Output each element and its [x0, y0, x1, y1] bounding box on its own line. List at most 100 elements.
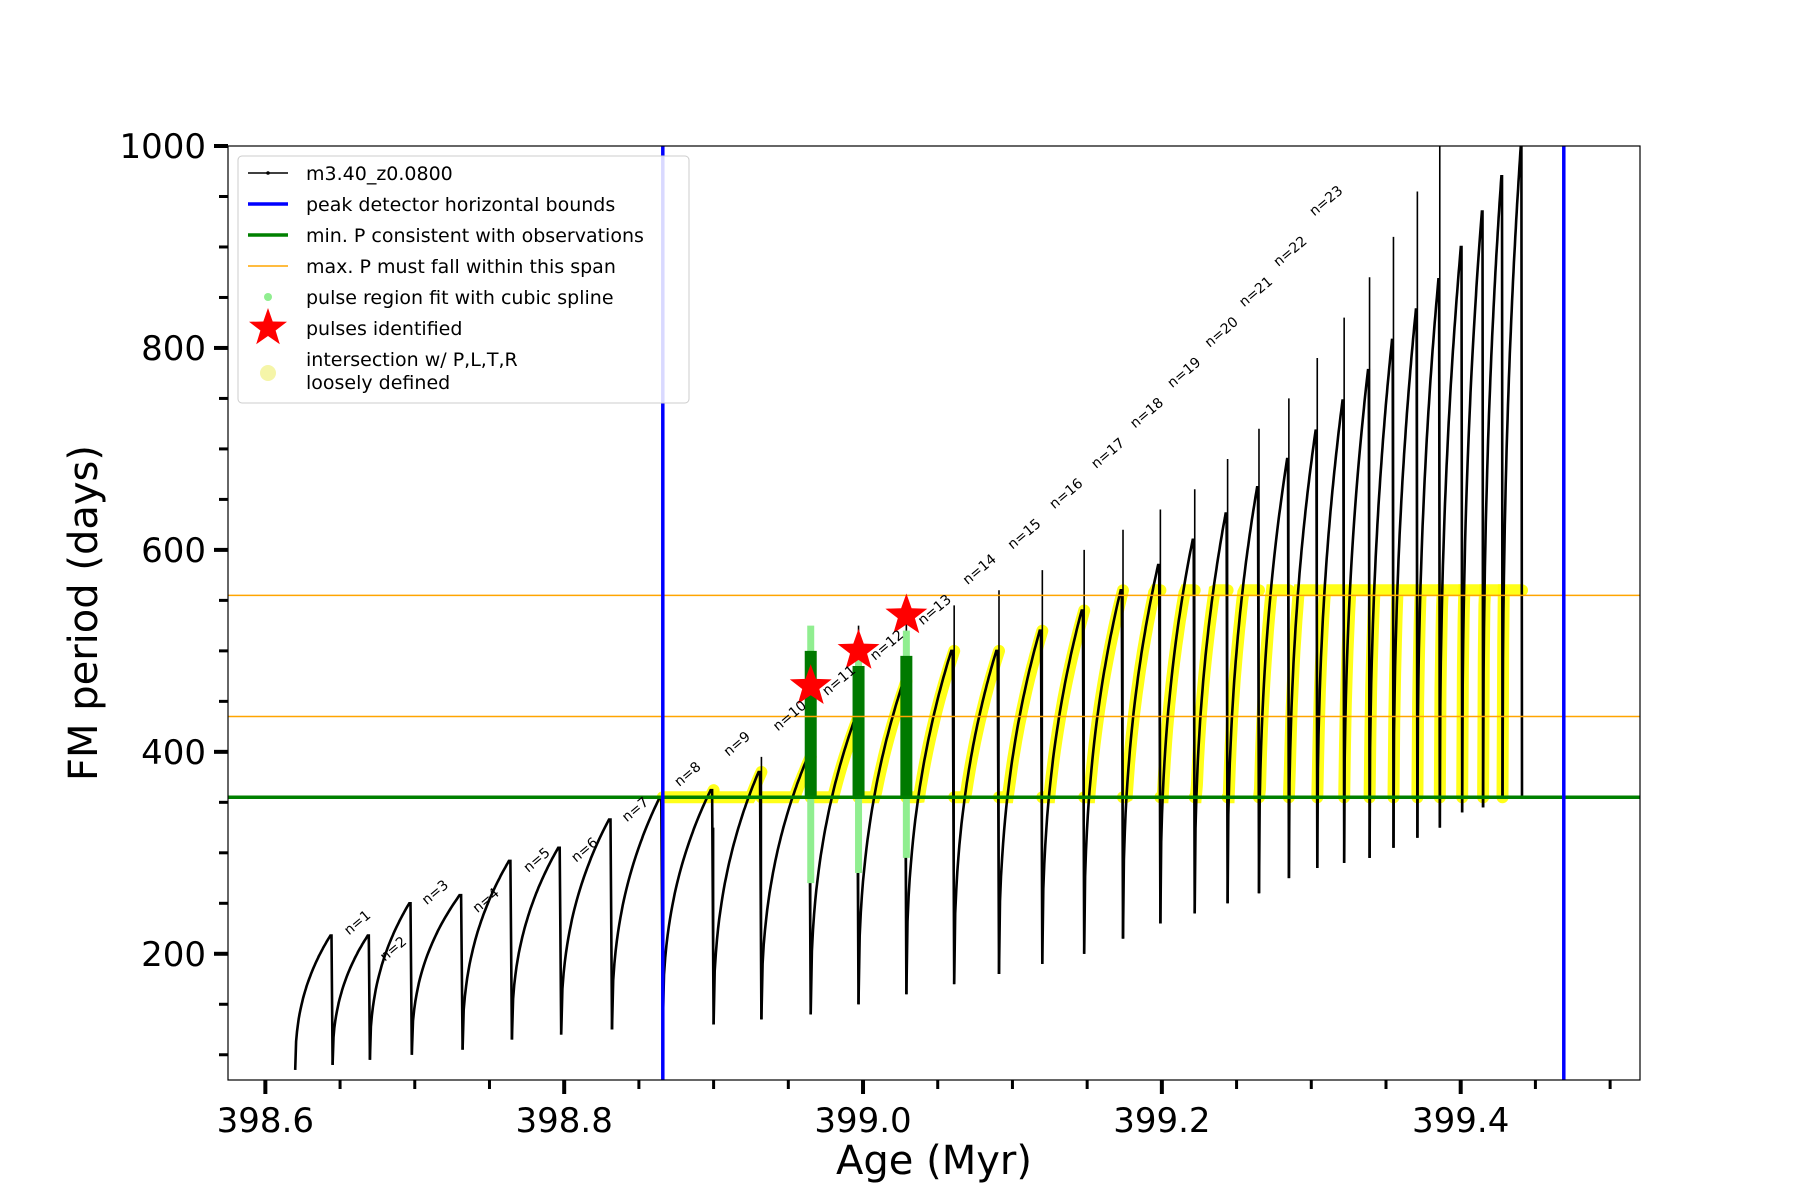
n-label: n=20	[1202, 314, 1242, 351]
track-segment	[1460, 210, 1485, 813]
legend-swatch-spline-fit	[264, 293, 272, 301]
n-label: n=19	[1165, 354, 1205, 391]
track-segment	[1501, 146, 1524, 798]
legend-swatch-pulses	[249, 308, 287, 345]
legend-entry-track: m3.40_z0.0800	[248, 163, 453, 185]
track-segment	[510, 846, 563, 1040]
n-label: n=5	[521, 845, 554, 876]
track-segment	[760, 755, 812, 1020]
x-axis: 398.6 398.8 399.0 399.2 399.4	[217, 1080, 1612, 1141]
track-segment	[997, 629, 1044, 975]
intersection-segment	[1078, 584, 1129, 804]
x-tick-label: 398.6	[217, 1101, 314, 1141]
n-label: n=9	[721, 729, 754, 760]
intersection-segment	[1496, 584, 1528, 804]
track-segment	[1392, 308, 1419, 848]
track-segment	[1287, 429, 1319, 879]
n-label: n=21	[1236, 274, 1276, 311]
track-segment	[1159, 538, 1196, 924]
track-segment	[1316, 399, 1346, 869]
legend-swatch-intersection	[260, 365, 276, 381]
legend-label-min-period: min. P consistent with observations	[306, 225, 644, 247]
n-label: n=13	[915, 592, 955, 629]
track-segment	[857, 679, 908, 1005]
track-segment	[1368, 338, 1395, 858]
legend-label-intersection-line2: loosely defined	[306, 372, 450, 394]
x-tick-label: 399.2	[1113, 1101, 1210, 1141]
track-segment	[1438, 245, 1464, 828]
track-segment	[1416, 278, 1442, 838]
n-label: n=1	[341, 907, 374, 938]
track-segment	[1257, 457, 1291, 894]
track-segment	[410, 893, 464, 1055]
y-tick-label: 600	[141, 531, 206, 571]
n-label: n=3	[419, 877, 452, 908]
track-segment	[1481, 175, 1504, 808]
n-label: n=23	[1307, 183, 1347, 220]
pulse-star	[885, 593, 928, 634]
pulse-star	[789, 664, 832, 704]
track-segment	[712, 770, 763, 1025]
intersection-segment	[1188, 584, 1234, 804]
legend-entry-max-period: max. P must fall within this span	[248, 256, 616, 278]
legend-label-spline-fit: pulse region fit with cubic spline	[306, 287, 614, 309]
legend-entry-pulses: pulses identified	[249, 308, 462, 345]
spline-fit-series	[804, 625, 913, 884]
legend-label-intersection-line1: intersection w/ P,L,T,R	[306, 349, 518, 371]
legend-label-pulses: pulses identified	[306, 318, 462, 340]
track-segment	[1193, 512, 1229, 914]
track-segment	[1226, 486, 1261, 904]
legend-entry-intersection: intersection w/ P,L,T,R loosely defined	[260, 349, 518, 394]
y-tick-label: 200	[141, 935, 206, 975]
legend-entry-min-period: min. P consistent with observations	[248, 225, 644, 247]
track-segment	[809, 715, 860, 1015]
n-label: n=7	[619, 794, 652, 825]
y-tick-label: 400	[141, 733, 206, 773]
y-axis-label: FM period (days)	[61, 445, 107, 781]
track-segment	[1041, 609, 1086, 964]
track-segment	[905, 649, 956, 995]
intersection-segment	[755, 750, 817, 804]
x-tick-label: 398.8	[516, 1101, 613, 1141]
y-axis: 200 400 600 800 1000	[119, 127, 228, 1057]
track-segment	[1082, 589, 1125, 954]
legend-swatch-track-marker	[266, 171, 270, 175]
legend-label-max-period: max. P must fall within this span	[306, 256, 616, 278]
track-segment	[952, 649, 1001, 985]
track-segment	[661, 788, 715, 1025]
n-label: n=16	[1047, 476, 1087, 513]
pulses-series	[789, 593, 928, 704]
track-segment	[368, 902, 414, 1060]
n-label: n=6	[568, 835, 601, 866]
y-tick-label: 1000	[119, 127, 206, 167]
x-tick-label: 399.0	[814, 1101, 911, 1141]
n-label: n=15	[1005, 516, 1045, 553]
n-label: n=17	[1088, 435, 1128, 472]
legend-label-horizontal-bounds: peak detector horizontal bounds	[306, 194, 615, 216]
track-segment	[293, 934, 334, 1070]
intersection-segment	[1036, 604, 1091, 804]
n-label: n=4	[470, 885, 503, 916]
legend-entry-horizontal-bounds: peak detector horizontal bounds	[248, 194, 615, 216]
track-segment	[461, 859, 514, 1050]
legend-entry-spline-fit: pulse region fit with cubic spline	[264, 287, 614, 309]
legend-label-track: m3.40_z0.0800	[306, 163, 453, 185]
x-tick-label: 399.4	[1412, 1101, 1509, 1141]
track-segment	[559, 818, 614, 1035]
legend-box	[237, 155, 690, 404]
legend: m3.40_z0.0800 peak detector horizontal b…	[237, 155, 690, 404]
track-segment	[331, 934, 372, 1065]
n-label: n=14	[960, 551, 1000, 588]
pulse-star	[837, 628, 880, 669]
y-tick-label: 800	[141, 329, 206, 369]
plot-frame	[227, 145, 1641, 1081]
n-label: n=18	[1127, 395, 1167, 432]
track-segment	[1121, 563, 1162, 939]
track-segment	[1342, 368, 1371, 863]
intersection-segment	[900, 644, 961, 804]
n-label: n=8	[672, 759, 705, 790]
track-segment	[610, 796, 665, 1030]
n-label: n=22	[1271, 233, 1311, 270]
x-axis-label: Age (Myr)	[836, 1138, 1032, 1184]
